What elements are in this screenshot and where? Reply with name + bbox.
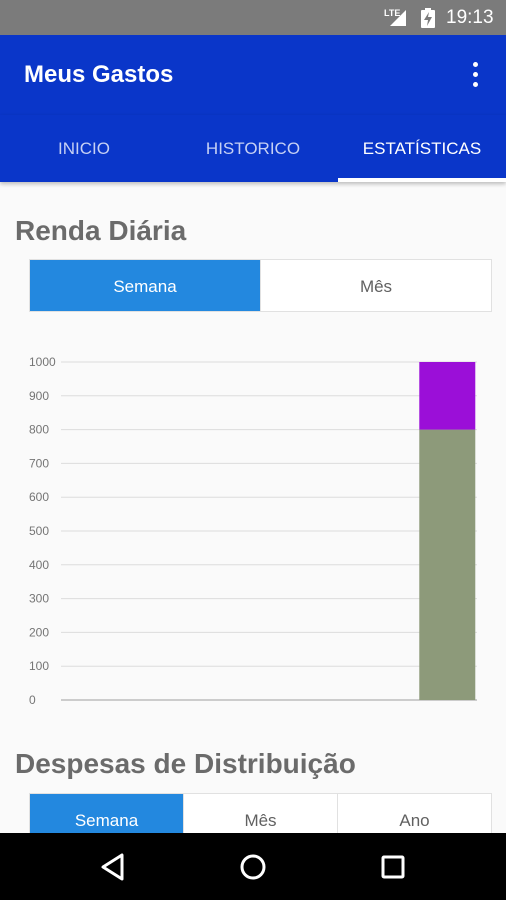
tab-historico[interactable]: HISTORICO xyxy=(205,139,301,158)
more-vert-icon[interactable] xyxy=(462,59,490,91)
recents-icon[interactable] xyxy=(375,849,411,885)
y-tick-label: 500 xyxy=(29,524,49,538)
tab-indicator xyxy=(338,178,506,182)
renda-period-selector: Semana Mês xyxy=(29,259,492,312)
network-type: LTE xyxy=(384,8,401,18)
y-tick-label: 900 xyxy=(29,389,49,403)
tab-bar: INICIO HISTORICO ESTATÍSTICAS xyxy=(0,115,506,182)
signal-icon xyxy=(390,10,406,26)
despesas-title: Despesas de Distribuição xyxy=(15,748,356,779)
y-tick-label: 200 xyxy=(29,625,49,639)
y-tick-label: 1000 xyxy=(29,355,56,369)
tab-inicio[interactable]: INICIO xyxy=(58,139,110,158)
despesas-mes-button[interactable]: Mês xyxy=(183,794,337,845)
renda-mes-button[interactable]: Mês xyxy=(260,260,491,311)
battery-charging-icon xyxy=(421,8,435,28)
home-icon[interactable] xyxy=(235,849,271,885)
y-tick-label: 600 xyxy=(29,490,49,504)
renda-diaria-title: Renda Diária xyxy=(15,215,187,246)
status-time: 19:13 xyxy=(446,7,494,28)
renda-chart-svg: 0 100 200 300 400 500 600 700 800 900 1000 xyxy=(29,355,477,707)
renda-semana-button[interactable]: Semana xyxy=(30,260,260,311)
renda-chart: 0 100 200 300 400 500 600 700 800 900 1000 xyxy=(0,340,506,720)
y-tick-label: 800 xyxy=(29,423,49,437)
navigation-bar xyxy=(0,833,506,900)
y-tick-label: 300 xyxy=(29,592,49,606)
bar-segment-0 xyxy=(419,429,476,700)
status-bar: LTE 19:13 xyxy=(0,0,506,35)
back-icon[interactable] xyxy=(96,849,132,885)
app-title: Meus Gastos xyxy=(24,61,174,88)
y-tick-label: 400 xyxy=(29,558,49,572)
tab-estatisticas[interactable]: ESTATÍSTICAS xyxy=(362,139,482,158)
y-tick-label: 100 xyxy=(29,659,49,673)
y-tick-label: 700 xyxy=(29,456,49,470)
despesas-ano-button[interactable]: Ano xyxy=(337,794,491,845)
bar-segment-1 xyxy=(419,362,476,430)
y-tick-label: 0 xyxy=(29,693,36,707)
app-bar: Meus Gastos xyxy=(0,35,506,115)
